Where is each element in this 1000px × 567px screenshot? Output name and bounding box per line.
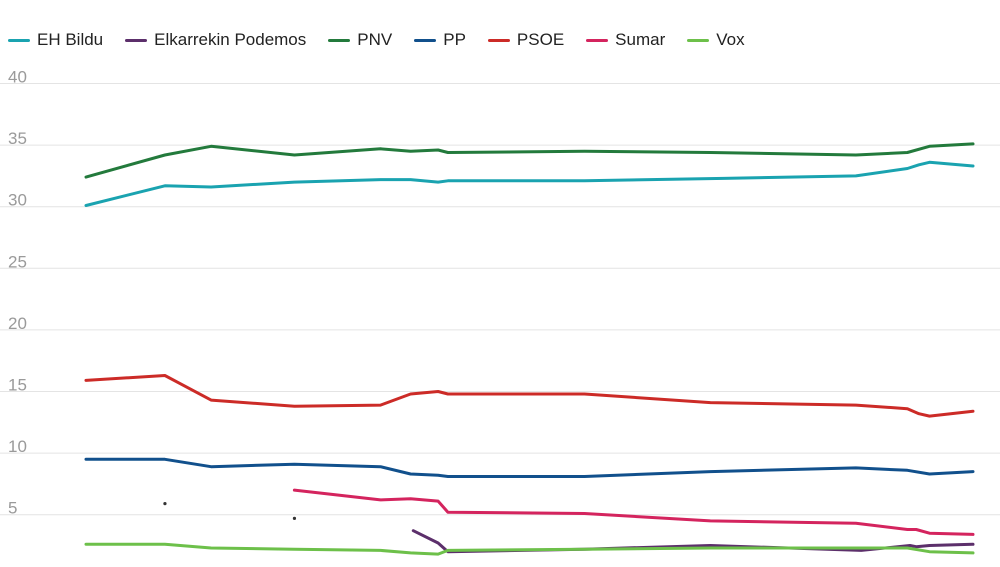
y-tick-label: 15 — [8, 376, 27, 395]
series-line-eh-bildu — [84, 160, 975, 207]
y-tick-label: 20 — [8, 314, 27, 333]
y-tick-label: 30 — [8, 191, 27, 210]
legend-label: PNV — [357, 30, 393, 49]
legend-label: PSOE — [516, 30, 565, 49]
legend-label: Sumar — [615, 30, 666, 49]
legend-swatch — [328, 38, 351, 42]
y-axis-ticks: 5 10 15 20 25 30 35 40 — [8, 68, 27, 518]
chart-legend: EH Bildu Elkarrekin Podemos PNV PP PSOE Sumar… — [8, 28, 767, 52]
legend-swatch — [487, 38, 510, 42]
legend-item: EH Bildu — [8, 30, 103, 50]
legend-swatch — [687, 38, 710, 42]
data-point-marker — [163, 502, 167, 506]
series-line-pp — [84, 457, 975, 478]
legend-item: PP — [414, 30, 466, 50]
legend-swatch — [586, 38, 609, 42]
legend-swatch — [125, 38, 148, 42]
y-tick-label: 40 — [8, 68, 27, 87]
y-tick-label: 5 — [8, 499, 17, 518]
series-line-vox — [84, 542, 975, 556]
legend-label: EH Bildu — [37, 30, 104, 49]
legend-item: Elkarrekin Podemos — [125, 30, 306, 50]
gridlines — [0, 83, 1000, 516]
legend-swatch — [8, 38, 30, 42]
legend-label: Elkarrekin Podemos — [154, 30, 307, 49]
y-tick-label: 35 — [8, 129, 27, 148]
legend-item: Vox — [687, 30, 745, 50]
legend-label: PP — [443, 30, 466, 49]
legend-swatch — [414, 38, 437, 42]
y-tick-label: 25 — [8, 252, 27, 271]
y-tick-label: 10 — [8, 437, 27, 456]
legend-item: PNV — [328, 30, 392, 50]
data-point-marker — [292, 516, 297, 520]
series-line-psoe — [84, 374, 975, 418]
legend-label: Vox — [716, 30, 745, 49]
series-lines — [84, 142, 975, 556]
legend-item: PSOE — [487, 30, 565, 50]
series-line-sumar — [292, 488, 975, 536]
series-line-pnv — [84, 142, 975, 179]
legend-item: Sumar — [586, 30, 665, 50]
